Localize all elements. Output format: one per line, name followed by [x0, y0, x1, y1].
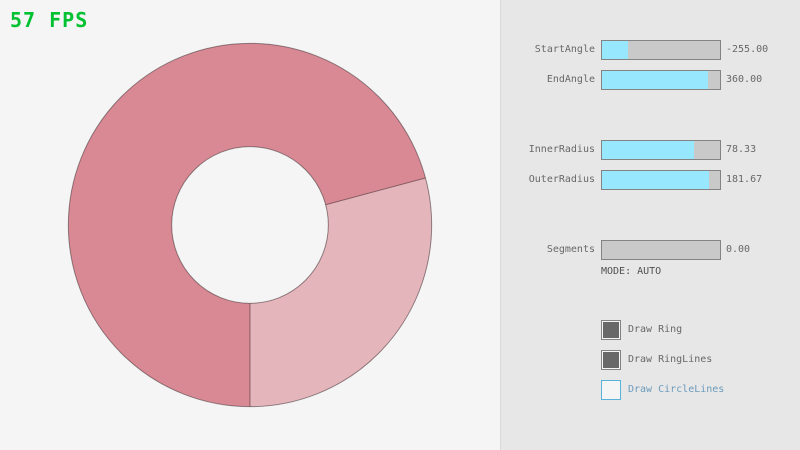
slider-innerradius-fill[interactable] — [602, 141, 695, 159]
slider-innerradius-label: InnerRadius — [528, 144, 595, 155]
checkbox-draw-ringlines[interactable] — [601, 350, 621, 370]
checkbox-draw-ring[interactable] — [601, 320, 621, 340]
slider-startangle[interactable] — [601, 40, 721, 60]
mode-text: MODE: AUTO — [601, 266, 662, 277]
slider-startangle-label: StartAngle — [534, 44, 595, 55]
slider-outerradius-label: OuterRadius — [528, 174, 595, 185]
checkbox-row-draw-ringlines[interactable]: Draw RingLines — [501, 350, 800, 370]
checkbox-check-mark — [603, 352, 619, 368]
checkbox-check-mark — [603, 322, 619, 338]
checkbox-draw-circlelines[interactable] — [601, 380, 621, 400]
slider-innerradius-value: 78.33 — [726, 144, 757, 155]
slider-startangle-value: -255.00 — [726, 44, 769, 55]
slider-endangle-value: 360.00 — [726, 74, 763, 85]
slider-segments-value: 0.00 — [726, 244, 751, 255]
slider-row-endangle: EndAngle 360.00 — [501, 70, 800, 90]
slider-row-outerradius: OuterRadius 181.67 — [501, 170, 800, 190]
fps-counter: 57 FPS — [10, 8, 89, 32]
slider-endangle-fill[interactable] — [602, 71, 709, 89]
slider-outerradius[interactable] — [601, 170, 721, 190]
slider-startangle-fill[interactable] — [602, 41, 628, 59]
slider-row-innerradius: InnerRadius 78.33 — [501, 140, 800, 160]
checkbox-draw-circlelines-label[interactable]: Draw CircleLines — [628, 384, 725, 395]
slider-row-startangle: StartAngle -255.00 — [501, 40, 800, 60]
checkbox-row-draw-circlelines[interactable]: Draw CircleLines — [501, 380, 800, 400]
ring-edge-line-upper-right — [325, 177, 426, 206]
ring-single-pass-sector — [250, 177, 432, 407]
ring-outer-line — [67, 42, 433, 408]
controls-panel: StartAngle -255.00 EndAngle 360.00 Inner… — [500, 0, 800, 450]
ring-inner-line — [171, 146, 329, 304]
slider-segments[interactable] — [601, 240, 721, 260]
slider-segments-label: Segments — [546, 244, 595, 255]
checkbox-draw-ring-label[interactable]: Draw Ring — [628, 324, 683, 335]
ring-lines — [67, 42, 433, 408]
slider-innerradius[interactable] — [601, 140, 721, 160]
slider-endangle[interactable] — [601, 70, 721, 90]
slider-outerradius-value: 181.67 — [726, 174, 763, 185]
slider-row-segments: Segments 0.00 — [501, 240, 800, 260]
slider-endangle-label: EndAngle — [546, 74, 595, 85]
checkbox-row-draw-ring[interactable]: Draw Ring — [501, 320, 800, 340]
checkbox-draw-ringlines-label[interactable]: Draw RingLines — [628, 354, 713, 365]
slider-outerradius-fill[interactable] — [602, 171, 710, 189]
